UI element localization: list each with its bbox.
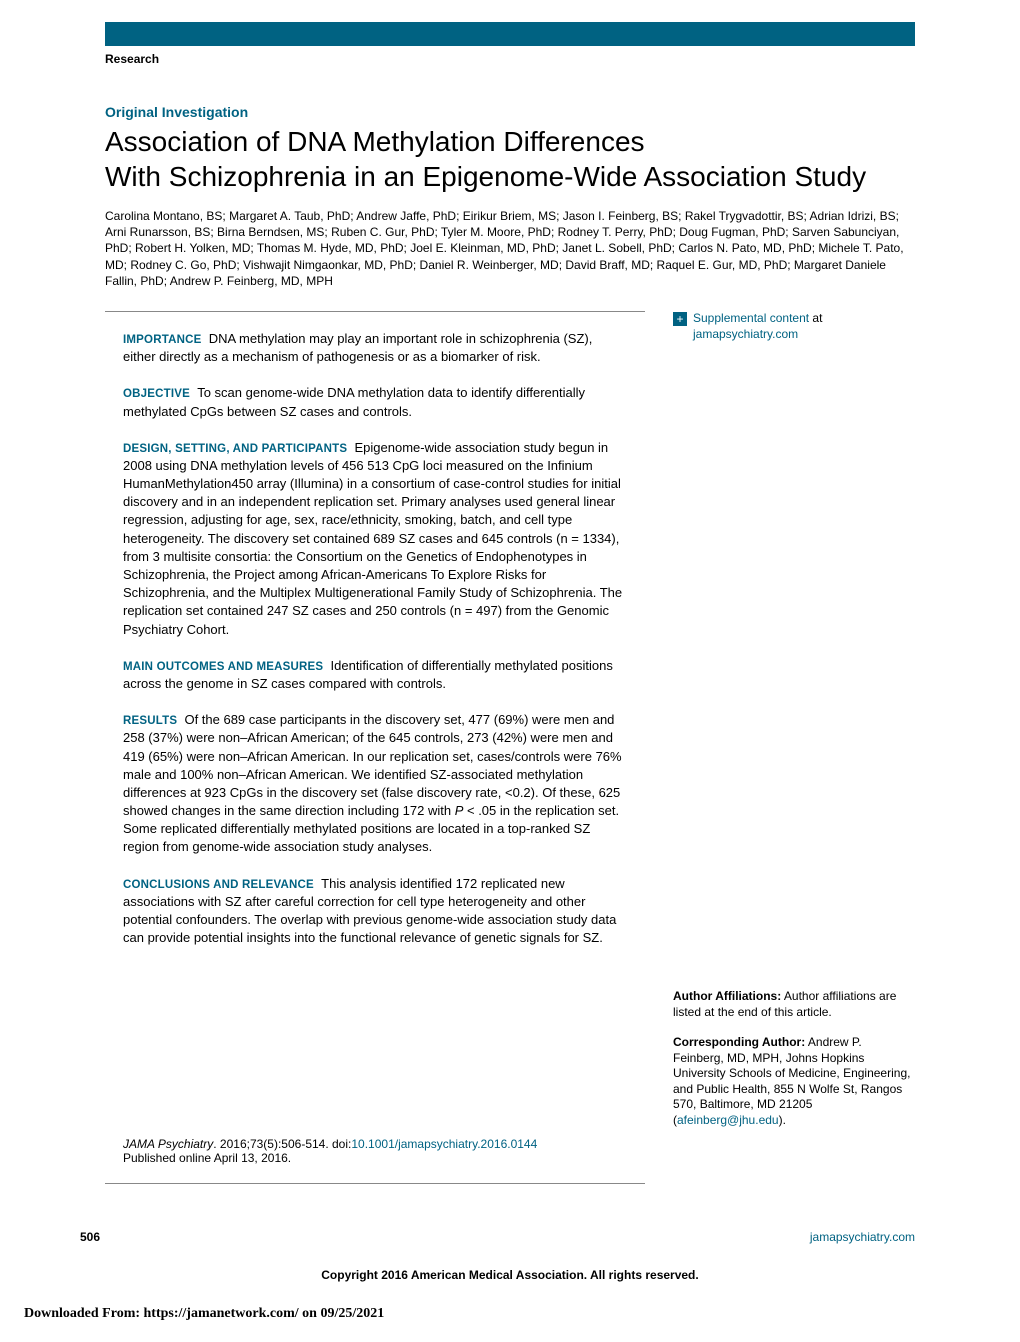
title-line-2: With Schizophrenia in an Epigenome-Wide … (105, 161, 866, 192)
author-list: Carolina Montano, BS; Margaret A. Taub, … (105, 208, 915, 289)
plus-icon[interactable]: + (673, 312, 687, 326)
article-category: Original Investigation (105, 104, 915, 120)
affiliations-label: Author Affiliations: (673, 989, 781, 1003)
author-affiliations: Author Affiliations: Author affiliations… (673, 989, 915, 1020)
abstract-outcomes: MAIN OUTCOMES AND MEASURES Identificatio… (123, 657, 627, 693)
conclusions-label: CONCLUSIONS AND RELEVANCE (123, 879, 314, 891)
abstract-objective: OBJECTIVE To scan genome-wide DNA methyl… (123, 384, 627, 420)
main-row: IMPORTANCE DNA methylation may play an i… (105, 311, 915, 1184)
corresponding-close: ). (779, 1113, 786, 1127)
abstract-importance: IMPORTANCE DNA methylation may play an i… (123, 330, 627, 366)
citation-ref: . 2016;73(5):506-514. doi: (213, 1137, 351, 1151)
citation: JAMA Psychiatry. 2016;73(5):506-514. doi… (123, 1137, 627, 1151)
importance-label: IMPORTANCE (123, 334, 201, 346)
copyright-notice: Copyright 2016 American Medical Associat… (0, 1268, 1020, 1282)
results-label: RESULTS (123, 715, 177, 727)
design-text: Epigenome-wide association study begun i… (123, 440, 622, 637)
corresponding-email-link[interactable]: afeinberg@jhu.edu (677, 1113, 779, 1127)
title-line-1: Association of DNA Methylation Differenc… (105, 126, 645, 157)
header-color-bar (105, 22, 915, 46)
abstract-conclusions: CONCLUSIONS AND RELEVANCE This analysis … (123, 875, 627, 948)
section-label: Research (105, 52, 1020, 66)
page-number: 506 (80, 1230, 100, 1244)
corresponding-author: Corresponding Author: Andrew P. Feinberg… (673, 1035, 915, 1129)
objective-label: OBJECTIVE (123, 388, 190, 400)
supplemental-at: at (809, 311, 822, 325)
sidebar: + Supplemental content at jamapsychiatry… (673, 311, 915, 1184)
article-content: Original Investigation Association of DN… (105, 104, 915, 1184)
supplemental-site-link[interactable]: jamapsychiatry.com (693, 327, 798, 341)
supplemental-text: Supplemental content at jamapsychiatry.c… (693, 311, 822, 342)
abstract-design: DESIGN, SETTING, AND PARTICIPANTS Epigen… (123, 439, 627, 639)
citation-journal: JAMA Psychiatry (123, 1137, 213, 1151)
abstract-box: IMPORTANCE DNA methylation may play an i… (105, 311, 645, 1184)
corresponding-label: Corresponding Author: (673, 1035, 805, 1049)
outcomes-label: MAIN OUTCOMES AND MEASURES (123, 661, 323, 673)
design-label: DESIGN, SETTING, AND PARTICIPANTS (123, 443, 347, 455)
footer-row: 506 jamapsychiatry.com (0, 1230, 1020, 1244)
abstract-results: RESULTS Of the 689 case participants in … (123, 711, 627, 857)
published-date: Published online April 13, 2016. (123, 1151, 627, 1165)
doi-link[interactable]: 10.1001/jamapsychiatry.2016.0144 (351, 1137, 537, 1151)
supplemental-row: + Supplemental content at jamapsychiatry… (673, 311, 915, 342)
objective-text: To scan genome-wide DNA methylation data… (123, 385, 585, 418)
footer-site-link[interactable]: jamapsychiatry.com (810, 1230, 915, 1244)
supplemental-link[interactable]: Supplemental content (693, 311, 809, 325)
article-title: Association of DNA Methylation Differenc… (105, 124, 915, 194)
